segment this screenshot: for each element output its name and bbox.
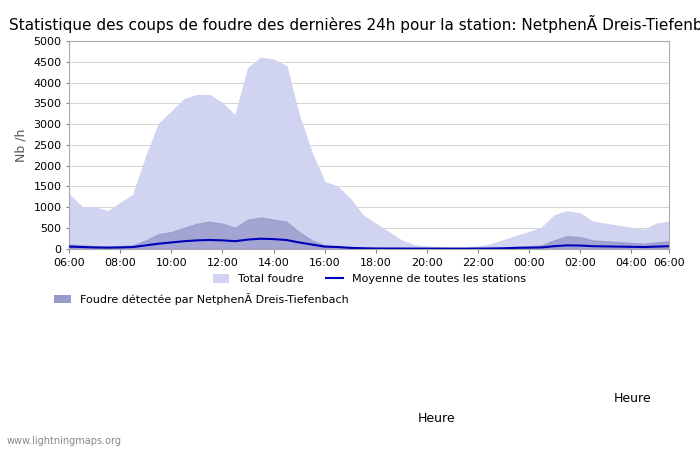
Title: Statistique des coups de foudre des dernières 24h pour la station: NetphenÃ Drei: Statistique des coups de foudre des dern… bbox=[8, 15, 700, 33]
Legend: Foudre détectée par NetphenÃ Dreis-Tiefenbach: Foudre détectée par NetphenÃ Dreis-Tiefe… bbox=[50, 289, 353, 310]
Text: www.lightningmaps.org: www.lightningmaps.org bbox=[7, 436, 122, 446]
Y-axis label: Nb /h: Nb /h bbox=[15, 128, 28, 162]
Text: Heure: Heure bbox=[613, 392, 651, 405]
Text: Heure: Heure bbox=[417, 412, 455, 425]
